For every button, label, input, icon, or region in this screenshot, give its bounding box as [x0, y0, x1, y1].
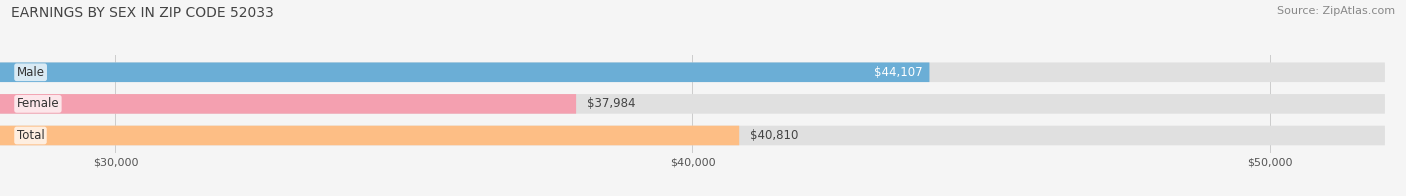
FancyBboxPatch shape: [0, 63, 1385, 82]
Text: Total: Total: [17, 129, 45, 142]
FancyBboxPatch shape: [0, 94, 576, 114]
Text: Male: Male: [17, 66, 45, 79]
FancyBboxPatch shape: [0, 126, 740, 145]
Text: $44,107: $44,107: [875, 66, 922, 79]
Text: $37,984: $37,984: [588, 97, 636, 110]
Text: EARNINGS BY SEX IN ZIP CODE 52033: EARNINGS BY SEX IN ZIP CODE 52033: [11, 6, 274, 20]
Text: Source: ZipAtlas.com: Source: ZipAtlas.com: [1277, 6, 1395, 16]
Text: $40,810: $40,810: [751, 129, 799, 142]
FancyBboxPatch shape: [0, 126, 1385, 145]
FancyBboxPatch shape: [0, 63, 929, 82]
Text: Female: Female: [17, 97, 59, 110]
FancyBboxPatch shape: [0, 94, 1385, 114]
